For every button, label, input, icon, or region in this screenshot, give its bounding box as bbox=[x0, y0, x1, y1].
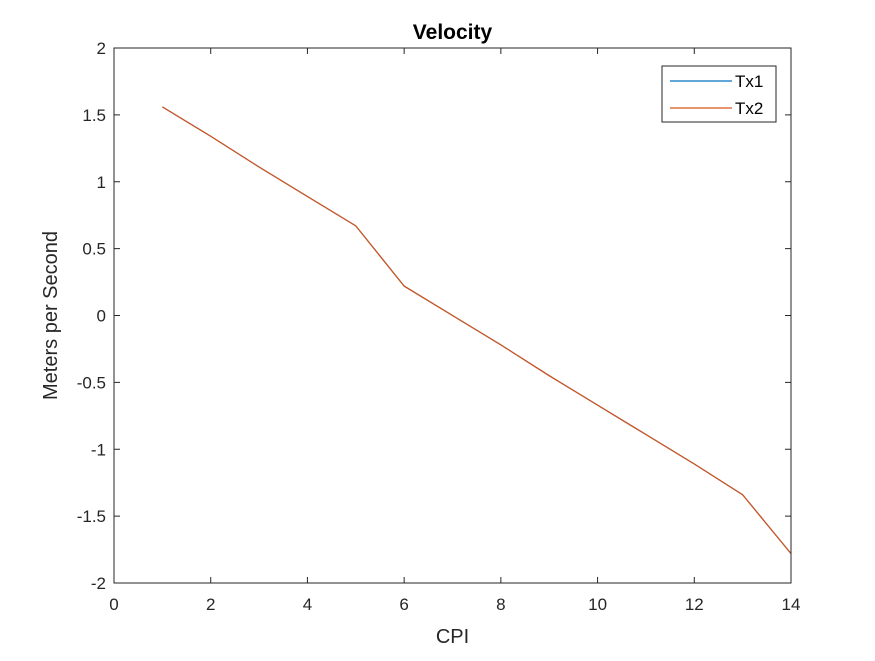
legend: Tx1 Tx2 bbox=[661, 65, 777, 123]
y-tick-label: -0.5 bbox=[77, 373, 106, 392]
y-axis-label: Meters per Second bbox=[40, 231, 62, 400]
x-tick-label: 6 bbox=[399, 595, 408, 614]
x-tick-label: 0 bbox=[109, 595, 118, 614]
y-tick-label: -1.5 bbox=[77, 507, 106, 526]
series-layer bbox=[162, 106, 792, 554]
x-tick-label: 14 bbox=[782, 595, 801, 614]
y-tick-label: 2 bbox=[97, 39, 106, 58]
y-tick-label: 0.5 bbox=[82, 240, 106, 259]
chart-title: Velocity bbox=[413, 21, 493, 44]
x-tick-label: 12 bbox=[685, 595, 704, 614]
series-line-tx2 bbox=[162, 106, 792, 554]
y-tick-label: 1.5 bbox=[82, 106, 106, 125]
ticks-layer: 0 2 4 6 8 10 12 14 -2 -1.5 -1 -0.5 0 0.5 1 1.5 2 bbox=[77, 39, 801, 614]
x-tick-label: 10 bbox=[588, 595, 607, 614]
legend-box bbox=[661, 65, 777, 123]
legend-label-tx1: Tx1 bbox=[735, 72, 763, 91]
y-tick-label: 1 bbox=[97, 173, 106, 192]
y-tick-label: 0 bbox=[97, 307, 106, 326]
x-axis-label: CPI bbox=[436, 626, 469, 648]
x-tick-label: 4 bbox=[303, 595, 312, 614]
x-tick-label: 8 bbox=[496, 595, 505, 614]
x-tick-label: 2 bbox=[206, 595, 215, 614]
legend-label-tx2: Tx2 bbox=[735, 99, 763, 118]
y-tick-label: -2 bbox=[91, 574, 106, 593]
y-tick-label: -1 bbox=[91, 440, 106, 459]
